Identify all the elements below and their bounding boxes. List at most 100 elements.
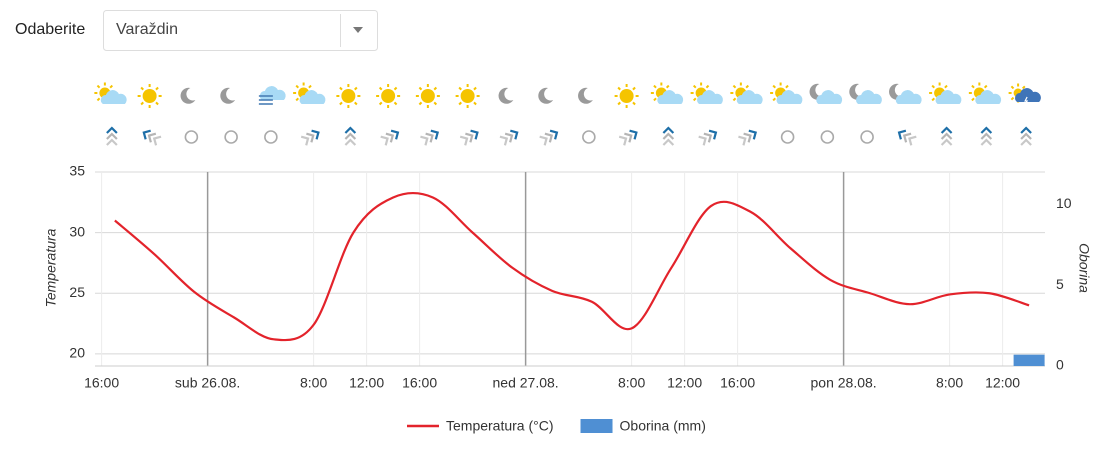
- wind-chevron: [465, 132, 474, 143]
- wind-icon: [1020, 126, 1032, 146]
- sun-ray: [692, 84, 697, 89]
- wind-chevron: [539, 135, 548, 146]
- wind-chevron: [142, 129, 151, 140]
- y2-tick-label: 5: [1056, 276, 1064, 292]
- wind-chevron: [344, 126, 357, 134]
- y-tick-label: 35: [69, 163, 85, 179]
- moon: [538, 87, 554, 104]
- sun-ray: [339, 86, 343, 91]
- wind-chevron: [344, 138, 357, 146]
- wind-chevron: [980, 132, 993, 140]
- sun-ray: [354, 86, 358, 91]
- sun-ray: [473, 86, 477, 91]
- x-tick-label: 16:00: [402, 375, 437, 391]
- sun-ray: [785, 84, 789, 89]
- sun-ray: [140, 101, 144, 106]
- sun-ray: [665, 84, 670, 89]
- sun: [460, 89, 475, 103]
- select-value[interactable]: Varaždin: [116, 21, 178, 38]
- sun-ray: [418, 86, 423, 91]
- cloud: [856, 90, 882, 104]
- sun-ray: [308, 84, 312, 89]
- x-tick-label: 8:00: [618, 375, 645, 391]
- sun-ray: [653, 97, 657, 102]
- weather-icon: [455, 84, 480, 108]
- wind-chevron: [549, 129, 559, 140]
- y-tick-label: 20: [69, 345, 85, 361]
- bolt: [1024, 96, 1029, 106]
- cloud: [100, 90, 127, 104]
- sun-ray: [473, 101, 477, 106]
- sun-ray: [458, 101, 462, 106]
- select-label: Odaberite: [15, 21, 85, 38]
- y2-tick-label: 10: [1056, 195, 1072, 211]
- y2-tick-label: 0: [1056, 357, 1064, 373]
- x-tick-label: 8:00: [936, 375, 963, 391]
- wind-icon: [662, 126, 675, 146]
- sun-ray: [109, 84, 114, 89]
- wind-chevron: [510, 129, 519, 140]
- weather-icon: [1008, 83, 1041, 106]
- wind-icon: [780, 130, 795, 144]
- cloud: [657, 90, 684, 104]
- sun-ray: [140, 86, 144, 91]
- sun-ray: [378, 86, 383, 91]
- wind-chevron: [980, 126, 993, 134]
- sun-ray: [732, 97, 737, 102]
- wind-icon: [224, 130, 238, 144]
- cloud: [935, 90, 962, 104]
- weather-icon: [220, 87, 236, 104]
- y2-axis-title: Oborina: [1076, 243, 1092, 293]
- wind-chevron: [344, 132, 357, 140]
- wind-icon: [106, 126, 118, 146]
- moon: [889, 83, 904, 100]
- sun-ray: [1010, 85, 1015, 90]
- weather-icon: [137, 84, 162, 108]
- wind-icon: [860, 130, 874, 144]
- weather-icon: [889, 83, 922, 104]
- y-tick-label: 30: [69, 223, 85, 239]
- y-axis-title: Temperatura: [43, 228, 59, 307]
- line: [114, 191, 1030, 342]
- select-arrow[interactable]: [353, 27, 363, 33]
- wind-icon: [897, 129, 917, 146]
- wind-chevron: [940, 138, 953, 146]
- wind-chevron: [147, 132, 157, 143]
- wind-chevron: [738, 135, 747, 146]
- weather-icon: [538, 87, 554, 104]
- wind-chevron: [380, 135, 389, 146]
- cloud: [895, 90, 922, 104]
- sun-ray: [433, 101, 438, 106]
- moon: [578, 87, 593, 104]
- sun-ray: [339, 101, 343, 106]
- select-frame[interactable]: [103, 10, 378, 51]
- wind-icon: [618, 129, 638, 146]
- cloud: [816, 90, 843, 104]
- x-tick-label: 16:00: [720, 375, 755, 391]
- x-tick-label: 12:00: [985, 375, 1020, 391]
- wind-chevron: [662, 126, 675, 134]
- sun-ray: [772, 97, 777, 102]
- weather-icon: [770, 82, 803, 104]
- weather-icon: [94, 82, 127, 104]
- wind-chevron: [459, 135, 469, 146]
- sun-ray: [617, 101, 621, 106]
- sun-ray: [393, 86, 398, 91]
- cloud: [299, 90, 326, 104]
- wind-chevron: [306, 132, 315, 143]
- wind-icon: [698, 129, 718, 146]
- sun-ray: [295, 84, 300, 89]
- weather-icon: [968, 82, 1002, 104]
- sun-ray: [653, 84, 657, 89]
- wind-icon: [142, 129, 162, 146]
- calm: [184, 130, 199, 144]
- cloud: [697, 90, 723, 104]
- wind-chevron: [1020, 138, 1032, 146]
- weather-icon: [293, 82, 326, 104]
- x-tick-label: 16:00: [84, 375, 119, 391]
- select-box[interactable]: Varaždin: [103, 10, 378, 51]
- moon: [849, 83, 865, 100]
- sun-ray: [944, 84, 948, 89]
- wind-chevron: [1020, 126, 1032, 134]
